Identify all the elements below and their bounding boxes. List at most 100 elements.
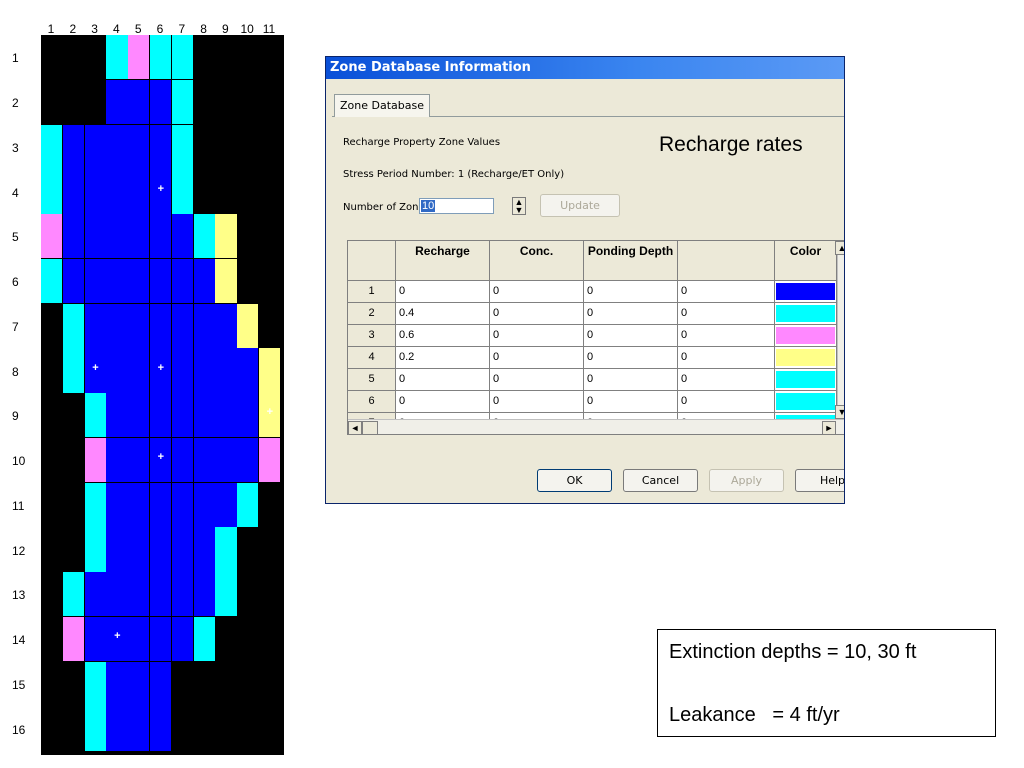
grid-cell xyxy=(128,572,151,618)
grid-cell xyxy=(171,303,195,349)
scroll-left-icon[interactable]: ◄ xyxy=(348,421,362,434)
cancel-button[interactable]: Cancel xyxy=(623,469,698,492)
table-row[interactable]: 2 0.4 0 0 0 xyxy=(348,303,844,325)
cell-ponding[interactable]: 0 xyxy=(584,303,678,325)
color-swatch xyxy=(776,305,835,322)
row-label: 10 xyxy=(12,454,26,469)
zones-label: Number of Zones xyxy=(343,202,430,213)
grid-cell xyxy=(237,214,260,260)
cell-recharge[interactable]: 0 xyxy=(396,391,490,413)
grid-cell xyxy=(128,437,151,483)
cell-color[interactable] xyxy=(775,325,837,347)
row-number[interactable]: 6 xyxy=(348,391,396,413)
cell-ponding[interactable]: 0 xyxy=(584,391,678,413)
grid-cell xyxy=(150,348,173,394)
ok-button[interactable]: OK xyxy=(537,469,612,492)
spin-up-icon[interactable]: ▲ xyxy=(514,197,524,207)
scroll-down-icon[interactable]: ▼ xyxy=(835,405,844,419)
row-number[interactable]: 2 xyxy=(348,303,396,325)
update-button[interactable]: Update xyxy=(540,194,620,217)
cell-color[interactable] xyxy=(775,347,837,369)
cell-color[interactable] xyxy=(775,391,837,413)
cell-ponding[interactable]: 0 xyxy=(584,281,678,303)
grid-cell xyxy=(106,35,129,81)
grid-cell xyxy=(171,35,195,81)
grid-cell xyxy=(84,169,107,215)
horizontal-scrollbar[interactable]: ◄ ► xyxy=(348,419,844,434)
cell-recharge[interactable]: 0 xyxy=(396,369,490,391)
grid-cell xyxy=(259,527,282,573)
grid-cell xyxy=(259,706,282,752)
grid-cell xyxy=(237,124,260,170)
column-label: 6 xyxy=(156,22,164,36)
zone-database-dialog: Zone Database Information Zone Database … xyxy=(325,56,845,504)
table-row[interactable]: 4 0.2 0 0 0 xyxy=(348,347,844,369)
grid-cell xyxy=(193,572,216,618)
cell-recharge[interactable]: 0.4 xyxy=(396,303,490,325)
grid-cell xyxy=(237,616,260,662)
row-number[interactable]: 4 xyxy=(348,347,396,369)
grid-cell xyxy=(84,616,107,662)
cell-conc[interactable]: 0 xyxy=(490,347,584,369)
table-row[interactable]: 3 0.6 0 0 0 xyxy=(348,325,844,347)
cell-recharge[interactable]: 0.6 xyxy=(396,325,490,347)
grid-cell xyxy=(62,482,86,528)
row-number[interactable]: 1 xyxy=(348,281,396,303)
help-button[interactable]: Help xyxy=(795,469,844,492)
column-header[interactable]: Color xyxy=(775,241,837,281)
spin-down-icon[interactable]: ▼ xyxy=(514,205,524,215)
grid-cell xyxy=(106,169,129,215)
cell-extra[interactable]: 0 xyxy=(678,325,775,347)
grid-cell xyxy=(62,35,86,81)
row-number[interactable]: 3 xyxy=(348,325,396,347)
cell-conc[interactable]: 0 xyxy=(490,303,584,325)
cell-extra[interactable]: 0 xyxy=(678,347,775,369)
apply-button[interactable]: Apply xyxy=(709,469,784,492)
scroll-thumb[interactable] xyxy=(362,421,378,434)
column-header[interactable] xyxy=(678,241,775,281)
grid-cell xyxy=(237,706,260,752)
cell-recharge[interactable]: 0.2 xyxy=(396,347,490,369)
column-header[interactable]: Ponding Depth xyxy=(584,241,678,281)
cell-extra[interactable]: 0 xyxy=(678,391,775,413)
zones-spinner[interactable]: ▲ ▼ xyxy=(512,197,526,215)
grid-cell xyxy=(106,482,129,528)
grid-cell xyxy=(41,527,64,573)
cell-recharge[interactable]: 0 xyxy=(396,281,490,303)
tab-zone-database[interactable]: Zone Database xyxy=(334,94,430,117)
zones-count-input[interactable]: 10 xyxy=(419,198,494,214)
grid-cell xyxy=(106,79,129,125)
scroll-right-icon[interactable]: ► xyxy=(822,421,836,434)
grid-cell xyxy=(259,169,282,215)
vertical-scrollbar[interactable]: ▲ ▼ xyxy=(835,241,844,419)
grid-cell xyxy=(150,79,173,125)
grid-cell xyxy=(41,706,64,752)
table-corner xyxy=(348,241,396,281)
cell-ponding[interactable]: 0 xyxy=(584,325,678,347)
cell-extra[interactable]: 0 xyxy=(678,303,775,325)
tab-panel xyxy=(332,116,844,459)
cell-color[interactable] xyxy=(775,303,837,325)
leakance-text: Leakance = 4 ft/yr xyxy=(669,704,840,726)
grid-cell xyxy=(259,214,282,260)
cell-conc[interactable]: 0 xyxy=(490,281,584,303)
cell-extra[interactable]: 0 xyxy=(678,281,775,303)
well-icon: + xyxy=(157,361,165,374)
cell-ponding[interactable]: 0 xyxy=(584,347,678,369)
row-number[interactable]: 5 xyxy=(348,369,396,391)
cell-extra[interactable]: 0 xyxy=(678,369,775,391)
scroll-up-icon[interactable]: ▲ xyxy=(835,241,844,255)
cell-conc[interactable]: 0 xyxy=(490,369,584,391)
grid-cell xyxy=(41,79,64,125)
cell-color[interactable] xyxy=(775,281,837,303)
column-header[interactable]: Conc. xyxy=(490,241,584,281)
grid-cell xyxy=(41,437,64,483)
cell-conc[interactable]: 0 xyxy=(490,325,584,347)
column-header[interactable]: Recharge xyxy=(396,241,490,281)
cell-conc[interactable]: 0 xyxy=(490,391,584,413)
cell-ponding[interactable]: 0 xyxy=(584,369,678,391)
cell-color[interactable] xyxy=(775,369,837,391)
